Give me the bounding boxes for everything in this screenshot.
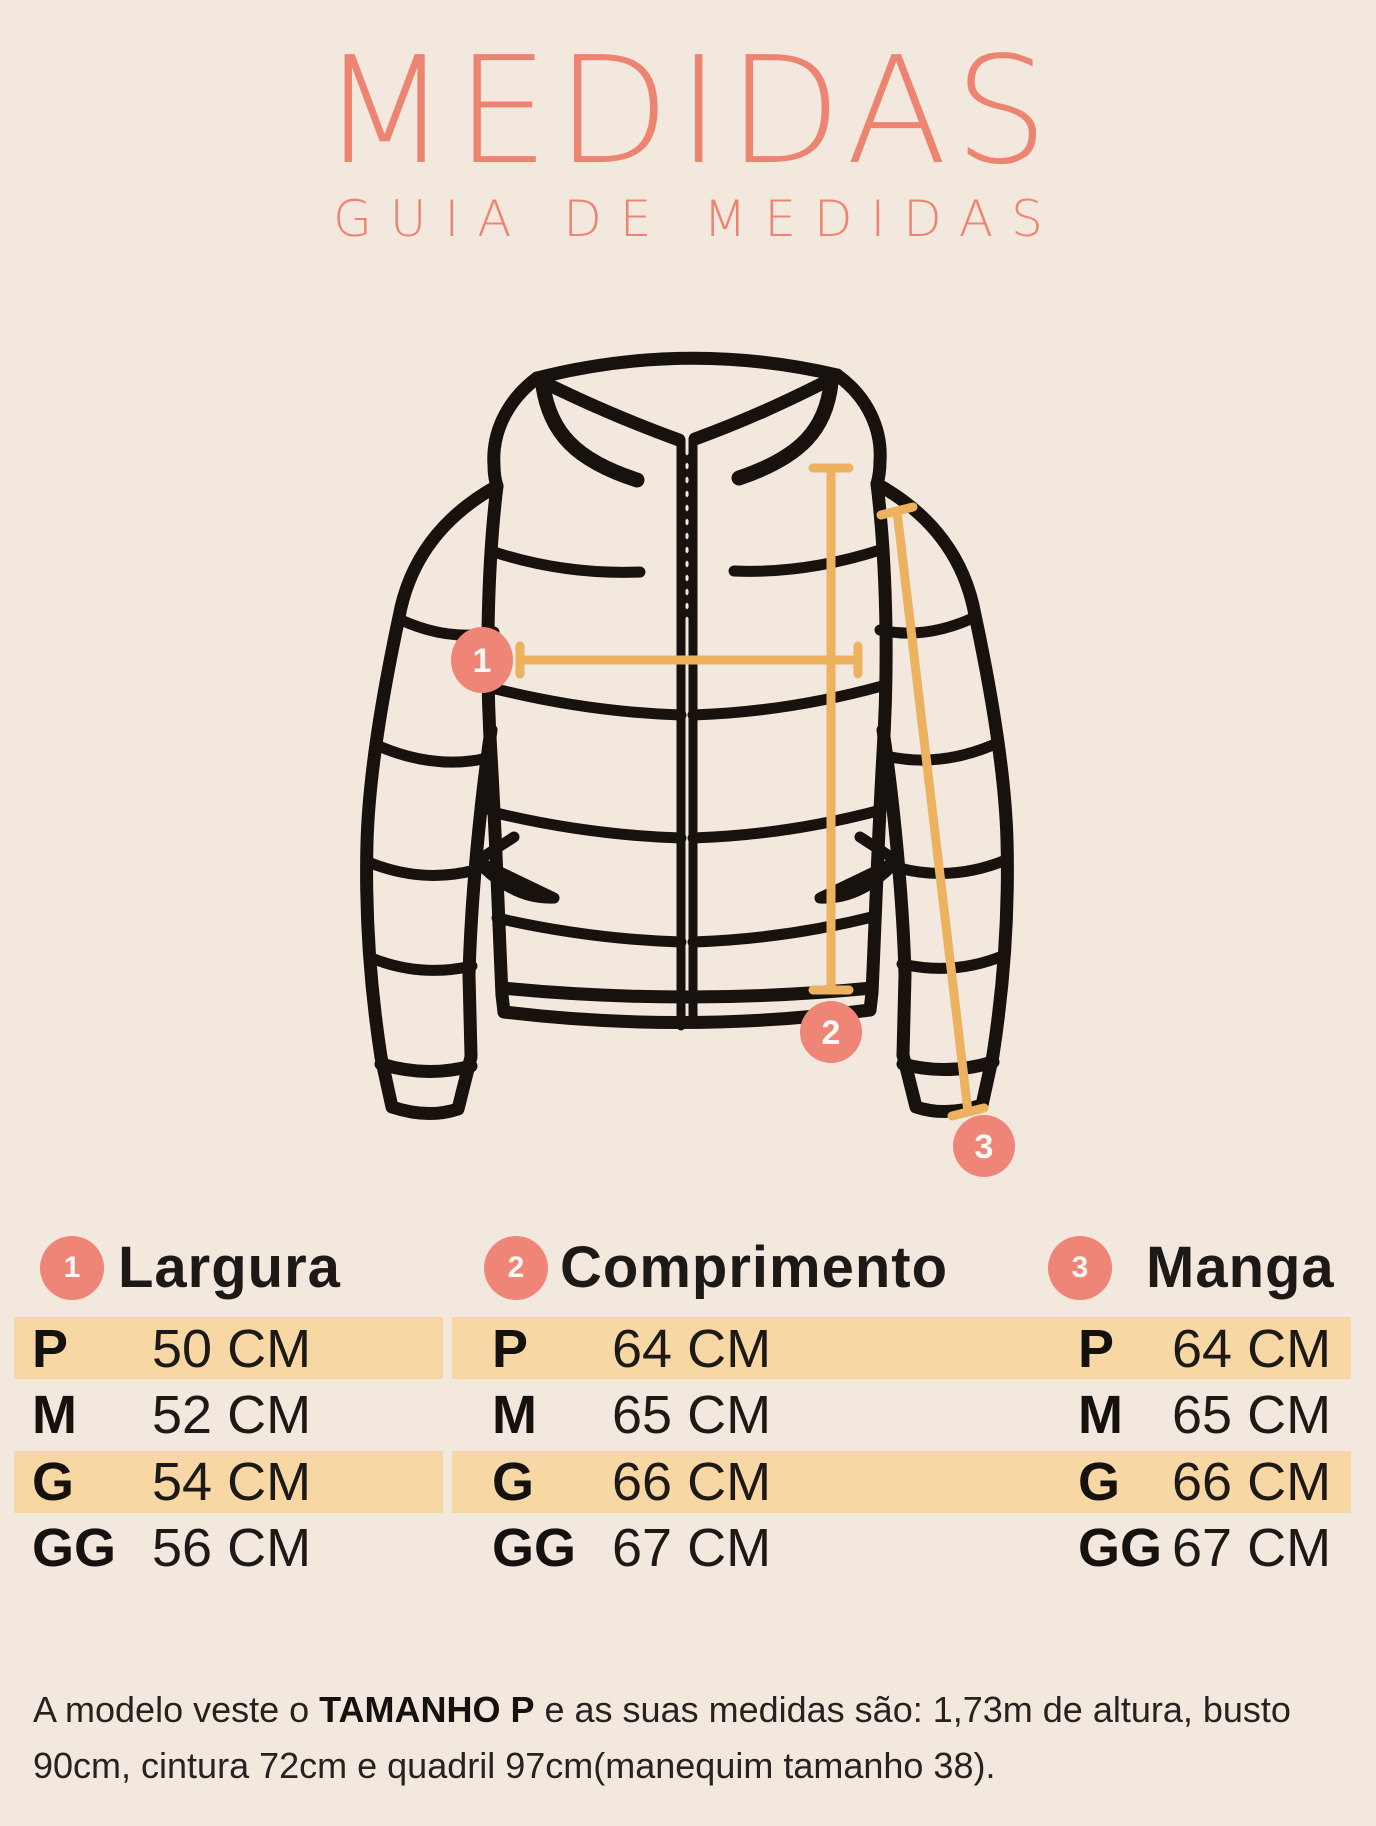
comprimento-value: 65 CM [612,1385,772,1445]
cuff-right [896,1048,1000,1119]
note-line-1: A modelo veste o TAMANHO P e as suas med… [33,1682,1363,1738]
measure-line-width [515,641,863,679]
sleeve-right-inner [876,723,912,1062]
hood-side-left [487,371,544,493]
size-label: M [1078,1385,1123,1445]
manga-column-title: Manga [1146,1235,1335,1300]
size-label: P [32,1319,69,1379]
hood-v-right [688,370,842,446]
hood-top [530,351,844,385]
size-label: P [492,1319,529,1379]
comprimento-marker-badge: 2 [484,1236,548,1300]
comprimento-value: 64 CM [612,1319,772,1379]
row-band-g-left [14,1451,443,1513]
marker-1-number: 1 [473,642,492,680]
row-band-p-right [452,1317,1351,1379]
collar-left [535,378,645,488]
sleeve-left-inner [462,723,498,1062]
largura-value: 50 CM [152,1319,312,1379]
sleeve-right-seams [874,612,1012,974]
page-subtitle: GUIA DE MEDIDAS [333,190,1061,248]
measure-line-sleeve [876,502,989,1121]
manga-value: 67 CM [1172,1518,1332,1578]
row-band-p-left [14,1317,443,1379]
largura-value: 52 CM [152,1385,312,1445]
size-label: GG [1078,1518,1163,1578]
comprimento-value: 66 CM [612,1452,772,1512]
marker-3-number: 3 [975,1128,994,1166]
cuff-left [374,1050,478,1121]
size-label: G [492,1452,535,1512]
manga-value: 66 CM [1172,1452,1332,1512]
note-text: A modelo veste o [33,1689,320,1730]
pocket-left [471,831,560,904]
hood-side-right [830,368,887,491]
seam-chest [486,680,888,721]
size-label: GG [32,1518,117,1578]
manga-value: 64 CM [1172,1319,1332,1379]
marker-2-badge [800,1001,862,1063]
size-label: M [492,1385,537,1445]
note-line-2: 90cm, cintura 72cm e quadril 97cm(manequ… [33,1745,996,1786]
note-text: e as suas medidas são: 1,73m de altura, … [534,1689,1291,1730]
size-label: G [32,1452,75,1512]
comprimento-value: 67 CM [612,1518,772,1578]
jacket-figure: 1 2 3 [360,351,1015,1177]
marker-2-number: 2 [822,1014,841,1052]
largura-marker-badge: 1 [40,1236,104,1300]
page-title: MEDIDAS [320,25,1056,197]
figure-marker-badges: 1 2 3 [451,627,1015,1177]
manga-marker-badge: 3 [1048,1236,1112,1300]
size-label: GG [492,1518,577,1578]
seam-mid [486,804,887,844]
measurement-lines [515,463,989,1121]
marker-3-badge [953,1115,1015,1177]
seam-upper [488,544,886,578]
model-measurements-note: A modelo veste o TAMANHO P e as suas med… [33,1682,1363,1794]
hood-v-left [532,373,686,447]
jacket-outline [360,351,1014,1121]
marker-1-badge [451,627,513,693]
measure-line-length [808,463,854,995]
sleeve-left-seams [362,614,500,976]
note-size-bold: TAMANHO P [319,1689,535,1730]
seam-low [491,910,882,948]
size-label: G [1078,1452,1121,1512]
largura-value: 54 CM [152,1452,312,1512]
row-band-g-right [452,1451,1351,1513]
size-label: M [32,1385,77,1445]
comprimento-column-title: Comprimento [560,1235,948,1300]
largura-value: 56 CM [152,1518,312,1578]
manga-value: 65 CM [1172,1385,1332,1445]
largura-column-title: Largura [118,1235,341,1300]
size-label: P [1078,1319,1115,1379]
zipper-zigzag [678,449,696,623]
collar-right [731,375,839,486]
